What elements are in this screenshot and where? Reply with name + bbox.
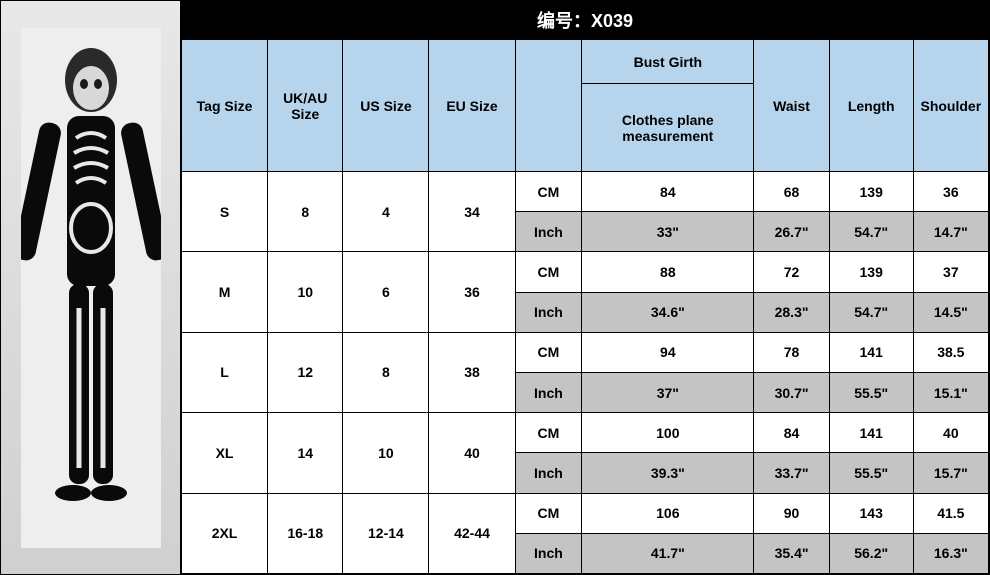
cell-shoulder-cm: 40 [913,413,988,453]
cell-us: 12-14 [343,493,429,574]
cell-us: 4 [343,172,429,252]
cell-uk: 10 [268,252,343,332]
cell-bust-inch: 37" [582,372,754,412]
cell-unit-inch: Inch [515,533,582,573]
table-row: M10636CM887213937 [182,252,989,292]
header-eu: EU Size [429,40,515,172]
cell-length-cm: 139 [829,172,913,212]
cell-waist-cm: 78 [754,332,829,372]
cell-waist-inch: 35.4" [754,533,829,573]
cell-uk: 8 [268,172,343,252]
cell-eu: 40 [429,413,515,493]
cell-eu: 42-44 [429,493,515,574]
cell-eu: 34 [429,172,515,252]
cell-shoulder-inch: 14.7" [913,212,988,252]
header-waist: Waist [754,40,829,172]
cell-shoulder-inch: 15.1" [913,372,988,412]
cell-us: 8 [343,332,429,412]
header-bust-girth: Bust Girth [582,40,754,84]
cell-shoulder-inch: 15.7" [913,453,988,493]
cell-waist-cm: 84 [754,413,829,453]
header-bust-sub: Clothes plane measurement [582,84,754,172]
table-body: S8434CM846813936Inch33"26.7"54.7"14.7"M1… [182,172,989,574]
header-shoulder: Shoulder [913,40,988,172]
cell-unit-cm: CM [515,332,582,372]
cell-unit-cm: CM [515,493,582,533]
cell-bust-cm: 106 [582,493,754,533]
table-row: L12838CM947814138.5 [182,332,989,372]
cell-bust-cm: 88 [582,252,754,292]
cell-bust-inch: 33" [582,212,754,252]
size-table: Tag Size UK/AU Size US Size EU Size Bust… [181,39,989,574]
cell-unit-cm: CM [515,413,582,453]
product-image-column [1,1,181,574]
cell-bust-inch: 34.6" [582,292,754,332]
cell-shoulder-cm: 37 [913,252,988,292]
cell-length-inch: 55.5" [829,372,913,412]
cell-shoulder-cm: 41.5 [913,493,988,533]
cell-length-inch: 54.7" [829,212,913,252]
cell-length-cm: 141 [829,413,913,453]
product-image-placeholder [1,1,180,574]
cell-length-cm: 143 [829,493,913,533]
cell-tag: S [182,172,268,252]
cell-waist-inch: 30.7" [754,372,829,412]
size-chart-container: 编号：X039 Tag Size UK/AU Size US Size EU S… [0,0,990,575]
header-us: US Size [343,40,429,172]
cell-length-inch: 54.7" [829,292,913,332]
header-tag-size: Tag Size [182,40,268,172]
cell-uk: 16-18 [268,493,343,574]
cell-unit-cm: CM [515,172,582,212]
header-uk-au: UK/AU Size [268,40,343,172]
cell-length-cm: 141 [829,332,913,372]
cell-waist-inch: 28.3" [754,292,829,332]
table-row: XL141040CM1008414140 [182,413,989,453]
cell-waist-inch: 33.7" [754,453,829,493]
cell-waist-inch: 26.7" [754,212,829,252]
cell-waist-cm: 68 [754,172,829,212]
cell-length-inch: 55.5" [829,453,913,493]
cell-unit-inch: Inch [515,292,582,332]
cell-eu: 38 [429,332,515,412]
cell-tag: 2XL [182,493,268,574]
cell-tag: XL [182,413,268,493]
table-row: 2XL16-1812-1442-44CM1069014341.5 [182,493,989,533]
cell-bust-cm: 100 [582,413,754,453]
cell-eu: 36 [429,252,515,332]
cell-shoulder-cm: 38.5 [913,332,988,372]
cell-unit-inch: Inch [515,372,582,412]
table-header: Tag Size UK/AU Size US Size EU Size Bust… [182,40,989,172]
cell-unit-inch: Inch [515,212,582,252]
cell-length-cm: 139 [829,252,913,292]
table-row: S8434CM846813936 [182,172,989,212]
cell-us: 10 [343,413,429,493]
header-length: Length [829,40,913,172]
cell-tag: L [182,332,268,412]
cell-shoulder-inch: 16.3" [913,533,988,573]
header-unit-blank [515,40,582,172]
cell-bust-inch: 41.7" [582,533,754,573]
cell-uk: 12 [268,332,343,412]
cell-waist-cm: 72 [754,252,829,292]
cell-shoulder-inch: 14.5" [913,292,988,332]
table-column: 编号：X039 Tag Size UK/AU Size US Size EU S… [181,1,989,574]
cell-bust-cm: 94 [582,332,754,372]
cell-bust-cm: 84 [582,172,754,212]
cell-waist-cm: 90 [754,493,829,533]
cell-tag: M [182,252,268,332]
chart-title: 编号：X039 [181,1,989,39]
cell-unit-cm: CM [515,252,582,292]
cell-unit-inch: Inch [515,453,582,493]
cell-bust-inch: 39.3" [582,453,754,493]
cell-shoulder-cm: 36 [913,172,988,212]
cell-length-inch: 56.2" [829,533,913,573]
skeleton-costume-icon [21,28,161,548]
cell-uk: 14 [268,413,343,493]
cell-us: 6 [343,252,429,332]
